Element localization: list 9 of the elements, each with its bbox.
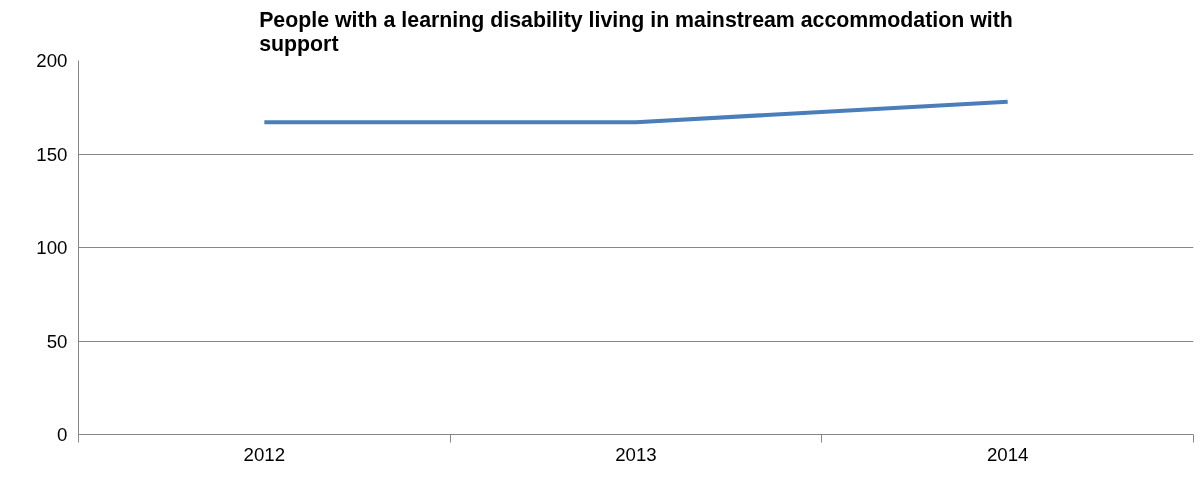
y-tick-label: 0 xyxy=(57,424,68,445)
x-tick-label: 2012 xyxy=(243,443,286,465)
x-tick-label: 2014 xyxy=(986,443,1029,465)
y-tick-label: 150 xyxy=(36,143,68,165)
y-tick-label: 100 xyxy=(36,237,68,258)
x-tick-label: 2013 xyxy=(615,443,657,465)
y-tick-label: 200 xyxy=(36,50,68,71)
chart-title: People with a learning disability living in mainstream accommodation with support xyxy=(259,7,1013,56)
y-tick-label: 50 xyxy=(46,330,68,352)
